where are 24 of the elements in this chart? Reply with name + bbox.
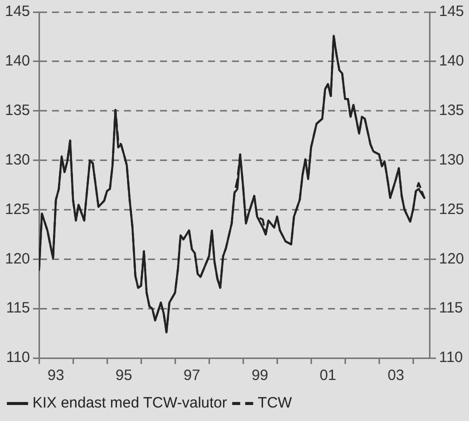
- y2-tick-label: 110: [438, 349, 463, 366]
- y2-tick-label: 140: [438, 52, 464, 70]
- y2-tick-label: 135: [438, 102, 464, 119]
- y-tick-label: 145: [4, 3, 30, 20]
- x-tick-label: 03: [388, 367, 404, 384]
- y-tick-label: 115: [6, 300, 30, 317]
- y2-tick-label: 145: [438, 3, 464, 20]
- y2-tick-label: 115: [438, 300, 463, 317]
- y2-tick-label: 120: [438, 250, 464, 268]
- y-tick-label: 135: [4, 102, 30, 119]
- legend-label: TCW: [258, 394, 293, 412]
- x-tick-label: 01: [320, 367, 336, 384]
- y-tick-label: 140: [4, 52, 30, 70]
- y-tick-label: 130: [4, 151, 30, 168]
- legend-label: KIX endast med TCW-valutor: [32, 394, 228, 412]
- y2-tick-label: 125: [438, 200, 464, 218]
- y2-tick-label: 130: [438, 151, 464, 168]
- x-tick-label: 97: [184, 367, 200, 384]
- x-tick-label: 99: [252, 367, 268, 384]
- x-tick-label: 93: [48, 367, 64, 384]
- y-tick-label: 125: [4, 200, 30, 218]
- y-tick-label: 120: [4, 250, 30, 268]
- x-tick-label: 95: [116, 367, 132, 384]
- y-tick-label: 110: [6, 349, 30, 366]
